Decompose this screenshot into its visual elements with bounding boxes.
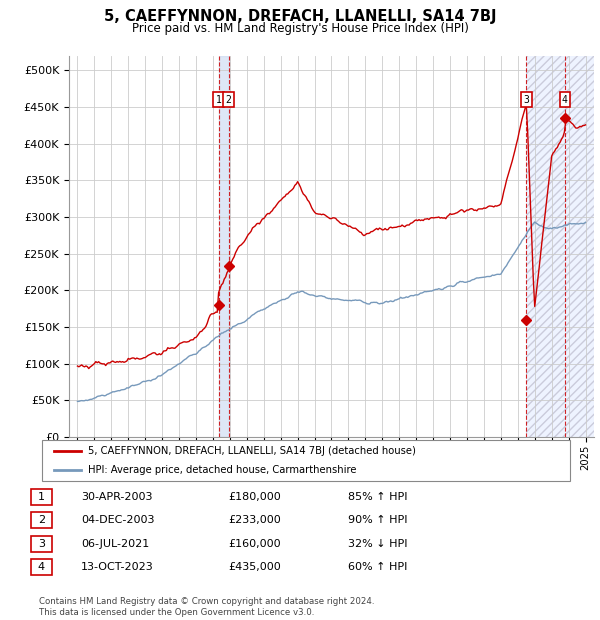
Text: 13-OCT-2023: 13-OCT-2023	[81, 562, 154, 572]
Bar	[526, 56, 594, 437]
Text: 1: 1	[215, 95, 221, 105]
Text: 4: 4	[38, 562, 45, 572]
Text: 32% ↓ HPI: 32% ↓ HPI	[348, 539, 407, 549]
Text: 30-APR-2003: 30-APR-2003	[81, 492, 152, 502]
Text: 1: 1	[38, 492, 45, 502]
Text: 85% ↑ HPI: 85% ↑ HPI	[348, 492, 407, 502]
Text: 06-JUL-2021: 06-JUL-2021	[81, 539, 149, 549]
Text: 2: 2	[226, 95, 232, 105]
Bar	[218, 56, 229, 437]
Text: 3: 3	[523, 95, 529, 105]
Text: £233,000: £233,000	[228, 515, 281, 525]
Text: £160,000: £160,000	[228, 539, 281, 549]
Text: 04-DEC-2003: 04-DEC-2003	[81, 515, 155, 525]
Text: £180,000: £180,000	[228, 492, 281, 502]
Text: £435,000: £435,000	[228, 562, 281, 572]
Text: 90% ↑ HPI: 90% ↑ HPI	[348, 515, 407, 525]
Text: 2: 2	[38, 515, 45, 525]
Text: 3: 3	[38, 539, 45, 549]
Text: 5, CAEFFYNNON, DREFACH, LLANELLI, SA14 7BJ (detached house): 5, CAEFFYNNON, DREFACH, LLANELLI, SA14 7…	[88, 446, 416, 456]
Text: 5, CAEFFYNNON, DREFACH, LLANELLI, SA14 7BJ: 5, CAEFFYNNON, DREFACH, LLANELLI, SA14 7…	[104, 9, 496, 24]
Text: Contains HM Land Registry data © Crown copyright and database right 2024.
This d: Contains HM Land Registry data © Crown c…	[39, 598, 374, 617]
Text: HPI: Average price, detached house, Carmarthenshire: HPI: Average price, detached house, Carm…	[88, 466, 357, 476]
Text: Price paid vs. HM Land Registry's House Price Index (HPI): Price paid vs. HM Land Registry's House …	[131, 22, 469, 35]
Text: 60% ↑ HPI: 60% ↑ HPI	[348, 562, 407, 572]
Text: 4: 4	[562, 95, 568, 105]
